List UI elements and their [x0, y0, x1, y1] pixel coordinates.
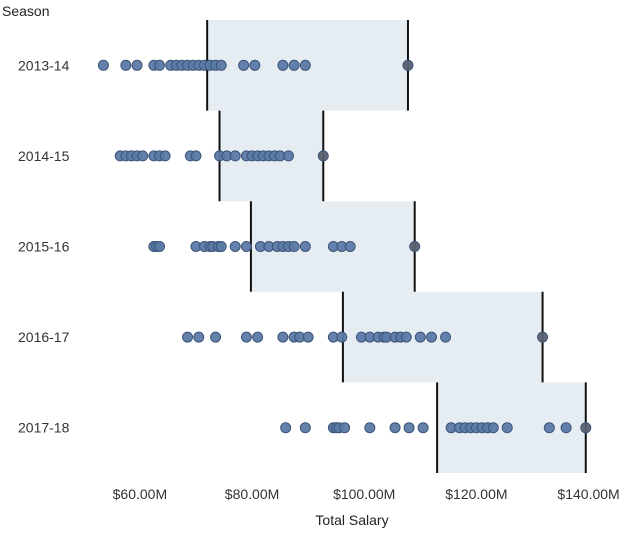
data-point[interactable] [389, 422, 401, 434]
data-point[interactable] [302, 331, 314, 343]
data-point[interactable] [400, 331, 412, 343]
data-point[interactable] [283, 150, 294, 162]
data-point[interactable] [537, 331, 549, 343]
data-point[interactable] [190, 150, 202, 162]
data-point[interactable] [487, 422, 499, 434]
data-point[interactable] [280, 422, 292, 434]
data-point[interactable] [344, 241, 356, 252]
season-row-2017-18: 2017-18 [18, 382, 592, 473]
x-axis: $60.00M $80.00M $100.00M $120.00M $140.00M [113, 486, 620, 502]
data-point[interactable] [154, 241, 165, 252]
y-tick-label: 2016-17 [18, 329, 70, 345]
data-point[interactable] [215, 241, 227, 252]
data-point[interactable] [336, 331, 348, 343]
x-tick-label: $120.00M [445, 486, 507, 502]
data-point[interactable] [277, 59, 289, 71]
data-point[interactable] [409, 241, 421, 252]
data-point[interactable] [417, 422, 429, 434]
data-point[interactable] [299, 59, 311, 71]
data-point[interactable] [339, 422, 351, 434]
data-point[interactable] [120, 59, 132, 71]
data-point[interactable] [229, 241, 241, 252]
data-point[interactable] [154, 59, 165, 71]
y-tick-label: 2014-15 [18, 148, 70, 164]
data-point[interactable] [288, 241, 300, 252]
data-point[interactable] [229, 150, 241, 162]
x-axis-title: Total Salary [315, 512, 388, 528]
y-tick-label: 2013-14 [18, 57, 70, 73]
x-tick-label: $80.00M [225, 486, 279, 502]
data-point[interactable] [131, 59, 143, 71]
data-point[interactable] [288, 59, 300, 71]
y-axis-title: Season [2, 3, 49, 19]
data-point[interactable] [159, 150, 171, 162]
x-tick-label: $140.00M [557, 486, 619, 502]
y-tick-label: 2017-18 [18, 420, 70, 436]
season-row-2015-16: 2015-16 [18, 201, 421, 292]
data-point[interactable] [501, 422, 513, 434]
data-point[interactable] [414, 331, 426, 343]
data-point[interactable] [240, 241, 252, 252]
data-point[interactable] [299, 422, 311, 434]
data-point[interactable] [238, 59, 250, 71]
data-point[interactable] [299, 241, 311, 252]
data-point[interactable] [252, 331, 264, 343]
data-point[interactable] [317, 150, 329, 162]
data-point[interactable] [240, 331, 252, 343]
data-point[interactable] [560, 422, 572, 434]
data-point[interactable] [193, 331, 205, 343]
season-row-2013-14: 2013-14 [18, 20, 414, 111]
data-point[interactable] [210, 331, 222, 343]
data-point[interactable] [403, 422, 415, 434]
data-point[interactable] [426, 331, 438, 343]
data-point[interactable] [543, 422, 555, 434]
season-row-2014-15: 2014-15 [18, 110, 329, 202]
x-tick-label: $60.00M [113, 486, 167, 502]
data-point[interactable] [182, 331, 194, 343]
data-point[interactable] [580, 422, 592, 434]
data-point[interactable] [97, 59, 109, 71]
data-point[interactable] [137, 150, 149, 162]
season-rows: 2013-14 2014-15 2015-16 2016-17 2017-18 [18, 20, 592, 473]
data-point[interactable] [277, 331, 289, 343]
y-tick-label: 2015-16 [18, 239, 70, 255]
data-point[interactable] [440, 331, 452, 343]
season-row-2016-17: 2016-17 [18, 291, 549, 383]
x-tick-label: $100.00M [333, 486, 395, 502]
data-point[interactable] [249, 59, 261, 71]
data-point[interactable] [364, 422, 376, 434]
data-point[interactable] [215, 59, 227, 71]
data-point[interactable] [402, 59, 414, 71]
